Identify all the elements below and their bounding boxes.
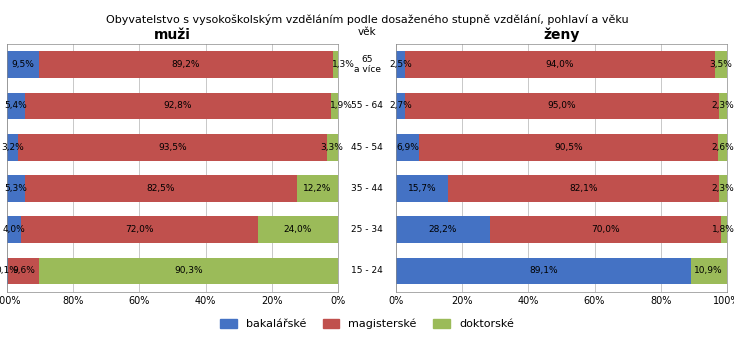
Text: 25 - 34: 25 - 34	[351, 225, 383, 234]
Text: 2,7%: 2,7%	[390, 101, 413, 111]
Text: 55 - 64: 55 - 64	[351, 101, 383, 111]
Bar	[39, 51, 333, 78]
Bar	[404, 51, 715, 78]
Text: 93,5%: 93,5%	[158, 143, 186, 152]
Bar	[331, 93, 338, 119]
Text: 89,2%: 89,2%	[172, 60, 200, 69]
Text: 5,4%: 5,4%	[4, 101, 27, 111]
Text: 3,3%: 3,3%	[321, 143, 344, 152]
Text: 2,3%: 2,3%	[712, 184, 734, 193]
Bar	[7, 93, 25, 119]
Text: 1,8%: 1,8%	[712, 225, 734, 234]
Bar	[327, 134, 338, 161]
Text: 3,5%: 3,5%	[710, 60, 733, 69]
Bar	[691, 258, 727, 284]
Text: 82,1%: 82,1%	[570, 184, 598, 193]
Bar	[396, 134, 419, 161]
Bar	[396, 51, 404, 78]
Bar	[719, 93, 727, 119]
Text: 3,2%: 3,2%	[1, 143, 24, 152]
Text: 12,2%: 12,2%	[303, 184, 332, 193]
Bar	[419, 134, 718, 161]
Bar	[396, 93, 405, 119]
Text: 1,9%: 1,9%	[330, 101, 352, 111]
Bar	[21, 216, 258, 243]
Text: 92,8%: 92,8%	[164, 101, 192, 111]
Text: 2,6%: 2,6%	[711, 143, 734, 152]
Bar	[40, 258, 338, 284]
Text: 82,5%: 82,5%	[147, 184, 175, 193]
Bar	[258, 216, 338, 243]
Text: 94,0%: 94,0%	[545, 60, 574, 69]
Bar	[333, 51, 338, 78]
Text: 4,0%: 4,0%	[3, 225, 25, 234]
Bar	[448, 175, 719, 202]
Text: 6,9%: 6,9%	[396, 143, 419, 152]
Bar	[25, 175, 297, 202]
Bar	[25, 93, 331, 119]
Text: 90,3%: 90,3%	[174, 266, 203, 275]
Text: 35 - 44: 35 - 44	[351, 184, 383, 193]
Text: 45 - 54: 45 - 54	[351, 143, 383, 152]
Bar	[7, 134, 18, 161]
Text: 15,7%: 15,7%	[408, 184, 437, 193]
Text: 72,0%: 72,0%	[126, 225, 153, 234]
Bar	[18, 134, 327, 161]
Text: 10,9%: 10,9%	[694, 266, 723, 275]
Text: 0,1%: 0,1%	[0, 266, 18, 275]
Title: muži: muži	[154, 27, 191, 41]
Legend: bakalářské, magisterské, doktorské: bakalářské, magisterské, doktorské	[216, 314, 518, 334]
Bar	[718, 134, 727, 161]
Text: 9,6%: 9,6%	[12, 266, 35, 275]
Bar	[715, 51, 727, 78]
Text: 70,0%: 70,0%	[591, 225, 619, 234]
Bar	[396, 175, 448, 202]
Text: Obyvatelstvo s vysokoškolským vzděláním podle dosaženého stupně vzdělání, pohlav: Obyvatelstvo s vysokoškolským vzděláním …	[106, 14, 628, 24]
Bar	[297, 175, 338, 202]
Bar	[721, 216, 727, 243]
Text: 9,5%: 9,5%	[12, 60, 34, 69]
Bar	[7, 51, 39, 78]
Text: 1,3%: 1,3%	[332, 60, 355, 69]
Bar	[396, 258, 691, 284]
Text: 2,3%: 2,3%	[711, 101, 734, 111]
Bar	[7, 175, 25, 202]
Bar	[405, 93, 719, 119]
Text: 24,0%: 24,0%	[284, 225, 312, 234]
Bar	[7, 258, 40, 284]
Text: 2,5%: 2,5%	[389, 60, 412, 69]
Bar	[396, 216, 490, 243]
Bar	[490, 216, 721, 243]
Text: 95,0%: 95,0%	[548, 101, 576, 111]
Text: 28,2%: 28,2%	[429, 225, 457, 234]
Bar	[719, 175, 727, 202]
Bar	[7, 216, 21, 243]
Text: 5,3%: 5,3%	[4, 184, 28, 193]
Text: věk: věk	[357, 27, 377, 37]
Text: 90,5%: 90,5%	[554, 143, 583, 152]
Title: ženy: ženy	[543, 27, 580, 41]
Text: 89,1%: 89,1%	[529, 266, 558, 275]
Text: 65
a více: 65 a více	[354, 55, 380, 74]
Text: 15 - 24: 15 - 24	[351, 266, 383, 275]
